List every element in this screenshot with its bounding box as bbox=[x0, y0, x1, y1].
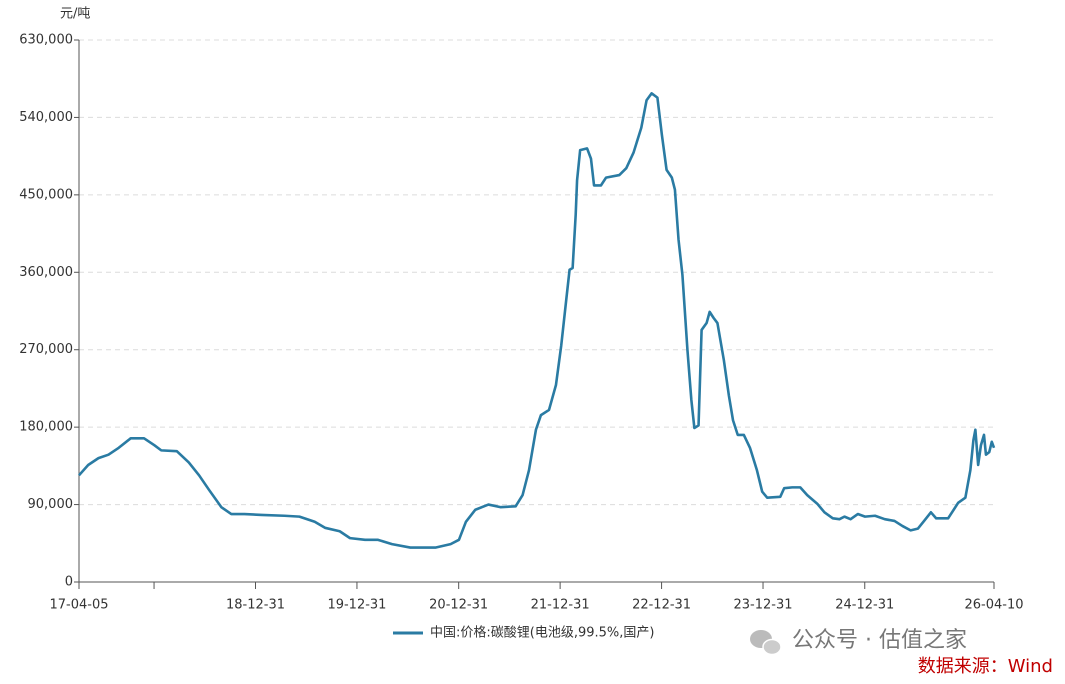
x-tick-label: 21-12-31 bbox=[531, 598, 590, 613]
y-tick-label: 540,000 bbox=[19, 110, 73, 125]
y-tick-label: 0 bbox=[65, 575, 73, 590]
x-tick-label: 18-12-31 bbox=[226, 598, 285, 613]
legend-label: 中国:价格:碳酸锂(电池级,99.5%,国产) bbox=[430, 625, 654, 641]
source: 数据来源：Wind bbox=[918, 656, 1053, 677]
y-tick-label: 270,000 bbox=[19, 342, 73, 357]
x-tick-label: 26-04-10 bbox=[964, 598, 1023, 613]
y-unit: 元/吨 bbox=[60, 7, 90, 22]
watermark-icon bbox=[750, 630, 782, 656]
y-tick-label: 180,000 bbox=[19, 420, 73, 435]
x-tick-label: 23-12-31 bbox=[734, 598, 793, 613]
y-tick-label: 360,000 bbox=[19, 265, 73, 280]
watermark: 公众号 · 估值之家 bbox=[792, 628, 967, 653]
y-tick-label: 630,000 bbox=[19, 33, 73, 48]
y-tick-label: 450,000 bbox=[19, 187, 73, 202]
series-line bbox=[78, 92, 996, 549]
x-tick-label: 17-04-05 bbox=[49, 598, 108, 613]
x-tick-label: 24-12-31 bbox=[835, 598, 894, 613]
y-tick-label: 90,000 bbox=[28, 497, 74, 512]
x-tick-label: 19-12-31 bbox=[327, 598, 386, 613]
x-tick-label: 22-12-31 bbox=[632, 598, 691, 613]
x-tick-label: 20-12-31 bbox=[429, 598, 488, 613]
